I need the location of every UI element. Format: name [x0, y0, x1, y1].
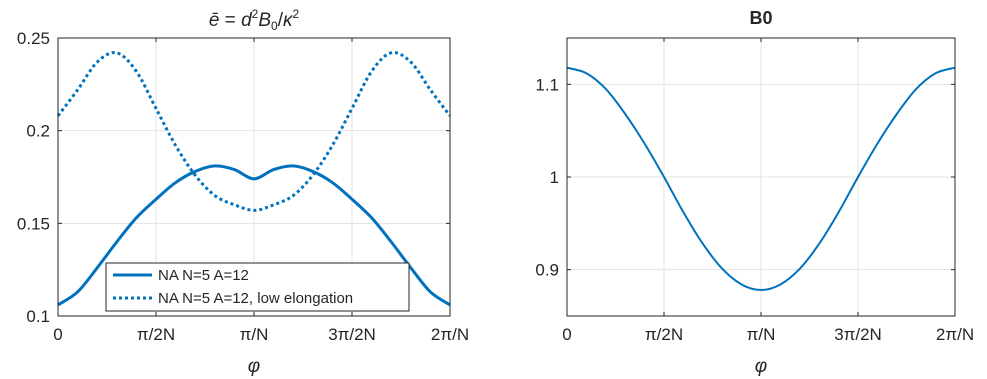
right-x-tick-label: π/2N: [645, 325, 683, 344]
legend-box: [105, 262, 410, 312]
right-x-tick-label: 2π/N: [936, 325, 974, 344]
left-x-tick-label: 2π/N: [431, 325, 469, 344]
right-chart-title: B0: [749, 8, 772, 28]
right-y-tick-label: 0.9: [535, 261, 559, 280]
left-y-tick-label: 0.1: [26, 307, 50, 326]
left-x-tick-label: π/2N: [137, 325, 175, 344]
right-x-ticks: 0 π/2N π/N 3π/2N 2π/N: [562, 38, 974, 344]
title-equals: =: [219, 10, 241, 31]
title-e-bar: ē: [209, 10, 220, 31]
left-y-tick-label: 0.15: [17, 214, 50, 233]
title-kappa: κ: [283, 10, 294, 31]
left-x-axis-label: φ: [248, 356, 260, 377]
title-b-subscript: 0: [271, 19, 278, 33]
left-legend: NA N=5 A=12 NA N=5 A=12, low elongation: [105, 262, 410, 312]
left-series: [56, 51, 452, 307]
right-series-line-1: [566, 66, 956, 292]
right-y-ticks: 0.9 1 1.1: [535, 75, 955, 280]
left-series-line-1: [57, 164, 451, 307]
left-chart-title: ē = d2B0/κ2: [209, 7, 300, 33]
right-chart: 0 π/2N π/N 3π/2N 2π/N 0.9 1 1.1 B0 φ: [535, 8, 974, 377]
right-x-tick-label: π/N: [747, 325, 776, 344]
title-slash: /: [278, 10, 284, 31]
right-series: [566, 66, 956, 292]
left-x-tick-label: π/N: [240, 325, 269, 344]
left-x-tick-label: 0: [53, 325, 62, 344]
left-x-tick-label: 3π/2N: [328, 325, 376, 344]
right-x-axis-label: φ: [755, 356, 767, 377]
right-x-tick-label: 0: [562, 325, 571, 344]
right-y-tick-label: 1.1: [535, 75, 559, 94]
left-series-line-2: [56, 51, 452, 212]
title-d: d: [241, 10, 253, 31]
left-x-ticks: 0 π/2N π/N 3π/2N 2π/N: [53, 38, 469, 344]
title-kappa-exponent: 2: [292, 7, 299, 21]
left-y-tick-label: 0.2: [26, 122, 50, 141]
right-x-tick-label: 3π/2N: [834, 325, 882, 344]
left-chart: 0 π/2N π/N 3π/2N 2π/N 0.10.150.20.25 ē = d2B…: [17, 7, 469, 377]
left-y-ticks: 0.1 0.15 0.2 0.25: [17, 29, 450, 326]
left-y-tick-label: 0.25: [17, 29, 50, 48]
legend-label-series-1: NA N=5 A=12: [158, 267, 249, 284]
title-b: B: [258, 10, 271, 31]
right-y-tick-label: 1: [550, 168, 559, 187]
title-d-exponent: 2: [252, 7, 259, 21]
legend-label-series-2: NA N=5 A=12, low elongation: [158, 290, 353, 307]
